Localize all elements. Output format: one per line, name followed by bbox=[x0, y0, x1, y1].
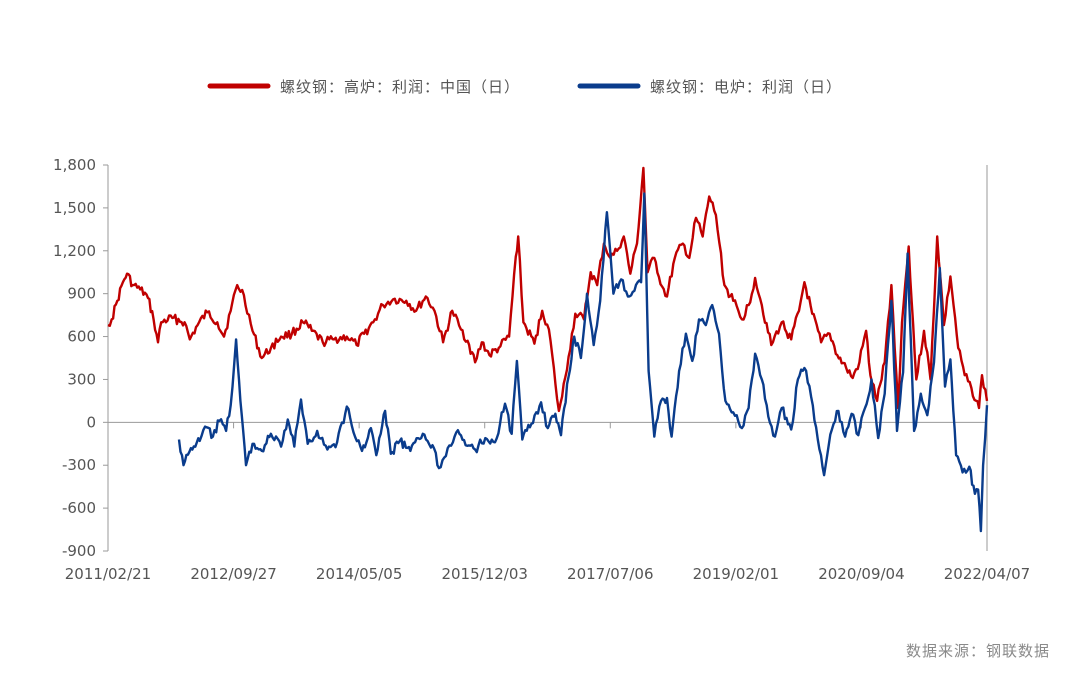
x-tick-label: 2011/02/21 bbox=[65, 565, 151, 583]
legend-label: 螺纹钢：电炉：利润（日） bbox=[650, 78, 842, 96]
series-line-electric-furnace-profit bbox=[177, 192, 989, 533]
series-line-blast-furnace-profit bbox=[107, 166, 989, 413]
y-tick-label: 300 bbox=[67, 370, 96, 388]
x-axis-ticks: 2011/02/21 2012/09/27 2014/05/05 2015/12/03… bbox=[65, 422, 1030, 583]
y-tick-label: 900 bbox=[67, 285, 96, 303]
y-axis-ticks: 1,800 1,500 1,200 900 600 300 0 -300 -600 -900 bbox=[53, 156, 108, 560]
y-tick-label: -600 bbox=[62, 499, 96, 517]
x-tick-label: 2014/05/05 bbox=[316, 565, 402, 583]
legend-label: 螺纹钢：高炉：利润：中国（日） bbox=[280, 78, 520, 96]
x-tick-label: 2020/09/04 bbox=[818, 565, 904, 583]
legend: 螺纹钢：高炉：利润：中国（日） 螺纹钢：电炉：利润（日） bbox=[207, 78, 842, 96]
y-tick-label: -300 bbox=[62, 456, 96, 474]
x-tick-label: 2019/02/01 bbox=[693, 565, 779, 583]
y-tick-label: 1,800 bbox=[53, 156, 96, 174]
x-tick-label: 2022/04/07 bbox=[944, 565, 1030, 583]
x-tick-label: 2017/07/06 bbox=[567, 565, 653, 583]
data-source-note: 数据来源：钢联数据 bbox=[906, 642, 1050, 660]
y-tick-label: 0 bbox=[86, 413, 96, 431]
series-lines bbox=[107, 166, 989, 533]
x-tick-label: 2012/09/27 bbox=[190, 565, 276, 583]
x-tick-label: 2015/12/03 bbox=[441, 565, 527, 583]
y-tick-label: -900 bbox=[62, 542, 96, 560]
y-tick-label: 600 bbox=[67, 328, 96, 346]
axes bbox=[107, 165, 988, 551]
y-tick-label: 1,200 bbox=[53, 242, 96, 260]
y-tick-label: 1,500 bbox=[53, 199, 96, 217]
